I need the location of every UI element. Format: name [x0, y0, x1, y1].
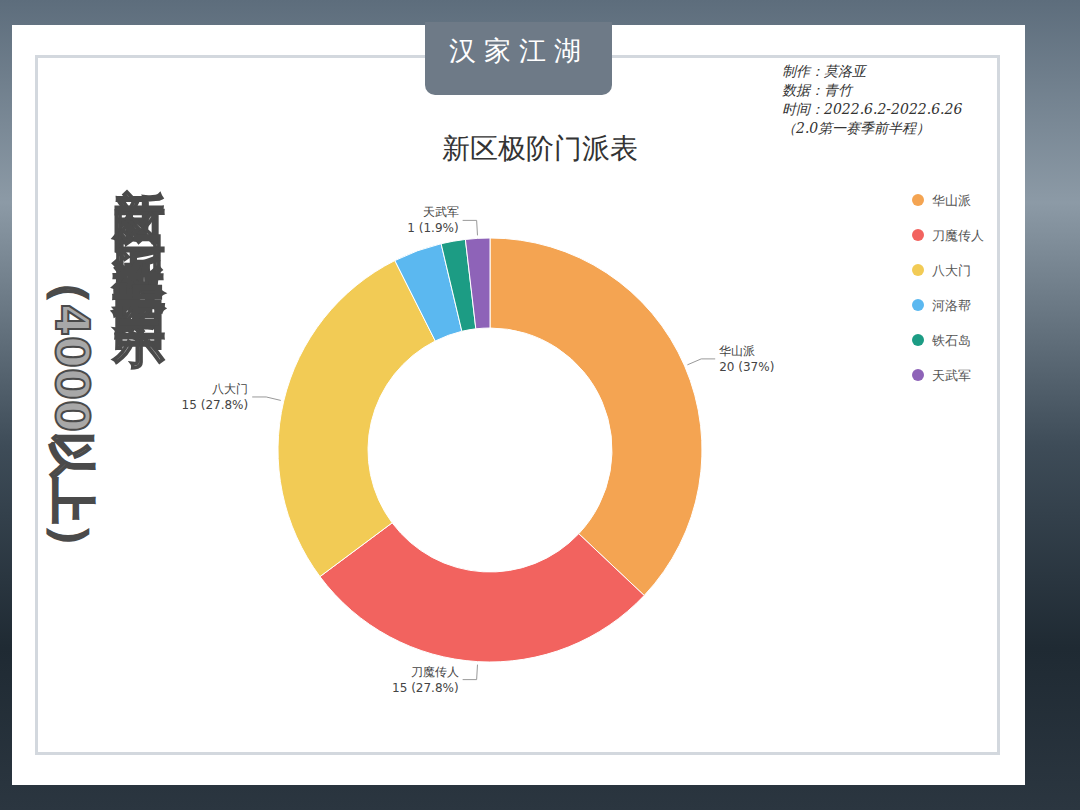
legend-swatch [912, 194, 924, 206]
leader-line [463, 665, 478, 680]
slice [490, 238, 702, 595]
label-value: 15 (27.8%) [182, 398, 249, 412]
legend-swatch [912, 334, 924, 346]
label-name: 华山派 [719, 344, 755, 358]
leader-line [463, 220, 478, 235]
side-subtitle: （4000以上） [40, 258, 102, 570]
credit-line: 制作：莫洛亚 [782, 62, 987, 81]
slice [465, 238, 490, 329]
legend-swatch [912, 264, 924, 276]
label-name: 八大门 [212, 382, 248, 396]
chart: 新区极阶门派表华山派 20 (37%) 刀魔传人 15 (27.8%) 八大门 15 (2… [0, 0, 1080, 810]
label-value: 15 (27.8%) [392, 681, 459, 695]
legend-swatch [912, 369, 924, 381]
slice [320, 523, 644, 662]
header-tab: 汉家江湖 [425, 22, 612, 95]
label-value: 20 (37%) [719, 360, 774, 374]
legend-label: 刀魔传人 [932, 228, 984, 243]
side-title: 新区门派数据图示 [104, 146, 174, 298]
label-value: 1 (1.9%) [407, 221, 458, 235]
label-name: 天武军 [423, 205, 459, 219]
credits: 制作：莫洛亚数据：青竹时间：2022.6.2-2022.6.26（2.0第一赛季… [782, 62, 987, 138]
legend-label: 天武军 [932, 368, 971, 383]
credit-line: 时间：2022.6.2-2022.6.26（2.0第一赛季前半程） [782, 100, 987, 138]
chart-title: 新区极阶门派表 [442, 132, 638, 165]
legend-swatch [912, 229, 924, 241]
slices [278, 238, 702, 662]
label-name: 刀魔传人 [411, 665, 459, 679]
legend-label: 华山派 [932, 193, 971, 208]
legend-swatch [912, 299, 924, 311]
legend-label: 河洛帮 [932, 298, 971, 313]
credit-line: 数据：青竹 [782, 81, 987, 100]
legend-label: 铁石岛 [931, 333, 971, 348]
data-labels: 华山派 20 (37%) 刀魔传人 15 (27.8%) 八大门 15 (27.8%) 天武… [182, 205, 775, 694]
slice [278, 261, 435, 577]
leader-line [687, 359, 715, 365]
leader-line [252, 397, 281, 400]
legend: 华山派刀魔传人八大门河洛帮铁石岛天武军 [912, 193, 984, 383]
legend-label: 八大门 [932, 263, 971, 278]
